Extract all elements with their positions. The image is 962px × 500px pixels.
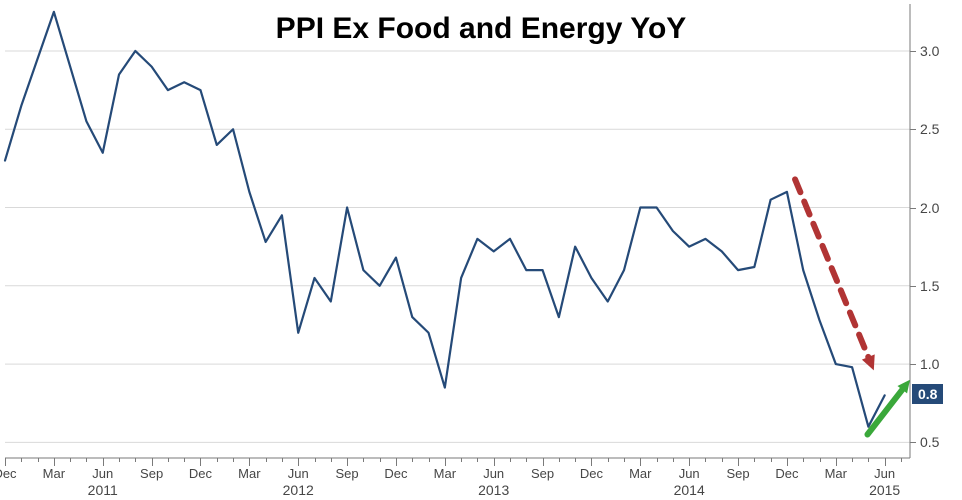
x-tick-major — [445, 458, 446, 466]
x-tick-major — [640, 458, 641, 466]
y-tick-label: 1.0 — [920, 356, 939, 372]
x-tick-minor — [38, 458, 39, 462]
x-tick-major — [543, 458, 544, 466]
x-tick-label: Jun — [288, 466, 309, 481]
y-tick-label: 2.0 — [920, 200, 939, 216]
x-tick-minor — [86, 458, 87, 462]
x-tick-label: Jun — [92, 466, 113, 481]
x-tick-label: Jun — [874, 466, 895, 481]
y-tick — [910, 129, 916, 130]
y-tick — [910, 442, 916, 443]
x-tick-major — [591, 458, 592, 466]
x-tick-label: Mar — [434, 466, 456, 481]
x-tick-minor — [331, 458, 332, 462]
x-tick-major — [249, 458, 250, 466]
x-tick-label: Dec — [384, 466, 407, 481]
x-tick-minor — [771, 458, 772, 462]
y-tick-label: 0.5 — [920, 434, 939, 450]
x-tick-label: Sep — [726, 466, 749, 481]
x-tick-minor — [266, 458, 267, 462]
y-tick — [910, 208, 916, 209]
x-tick-minor — [526, 458, 527, 462]
y-tick — [910, 286, 916, 287]
x-tick-label: Jun — [679, 466, 700, 481]
x-tick-label: Dec — [189, 466, 212, 481]
x-tick-major — [738, 458, 739, 466]
x-year-label: 2015 — [869, 482, 900, 498]
x-tick-minor — [380, 458, 381, 462]
y-tick-label: 2.5 — [920, 121, 939, 137]
x-tick-major — [152, 458, 153, 466]
annotation-svg — [5, 4, 910, 458]
x-tick-label: Jun — [483, 466, 504, 481]
x-tick-label: Mar — [629, 466, 651, 481]
x-tick-major — [54, 458, 55, 466]
x-tick-label: Sep — [531, 466, 554, 481]
x-tick-major — [396, 458, 397, 466]
x-tick-minor — [282, 458, 283, 462]
x-tick-minor — [461, 458, 462, 462]
x-tick-major — [200, 458, 201, 466]
chart-container: PPI Ex Food and Energy YoY 0DecMarJunSep… — [0, 0, 962, 500]
x-tick-major — [347, 458, 348, 466]
y-tick — [910, 364, 916, 365]
x-tick-minor — [217, 458, 218, 462]
x-tick-minor — [901, 458, 902, 462]
x-tick-major — [298, 458, 299, 466]
callout-value: 0.8 — [918, 386, 937, 402]
x-tick-minor — [363, 458, 364, 462]
x-tick-major — [103, 458, 104, 466]
y-tick — [910, 51, 916, 52]
x-tick-minor — [135, 458, 136, 462]
x-tick-minor — [119, 458, 120, 462]
x-tick-minor — [429, 458, 430, 462]
x-tick-minor — [722, 458, 723, 462]
x-tick-major — [836, 458, 837, 466]
x-tick-label: Mar — [825, 466, 847, 481]
x-tick-minor — [184, 458, 185, 462]
x-tick-major — [494, 458, 495, 466]
x-year-label: 2012 — [283, 482, 314, 498]
x-tick-minor — [624, 458, 625, 462]
x-tick-minor — [705, 458, 706, 462]
x-tick-minor — [803, 458, 804, 462]
x-tick-minor — [510, 458, 511, 462]
last-value-callout: 0.8 — [912, 384, 943, 404]
plot-area — [5, 4, 910, 458]
x-tick-minor — [412, 458, 413, 462]
x-tick-label: Mar — [238, 466, 260, 481]
x-tick-label: Sep — [336, 466, 359, 481]
x-tick-major — [885, 458, 886, 466]
x-tick-minor — [477, 458, 478, 462]
x-tick-minor — [70, 458, 71, 462]
x-tick-minor — [233, 458, 234, 462]
x-year-label: 2011 — [88, 482, 118, 498]
x-tick-minor — [673, 458, 674, 462]
x-tick-major — [689, 458, 690, 466]
x-tick-major — [787, 458, 788, 466]
x-tick-label: Dec — [580, 466, 603, 481]
x-tick-label: Sep — [140, 466, 163, 481]
x-tick-label: Mar — [43, 466, 65, 481]
x-tick-minor — [608, 458, 609, 462]
x-tick-minor — [575, 458, 576, 462]
x-tick-minor — [657, 458, 658, 462]
x-year-label: 2014 — [674, 482, 705, 498]
y-tick-label: 1.5 — [920, 278, 939, 294]
x-tick-minor — [168, 458, 169, 462]
x-tick-major — [5, 458, 6, 466]
x-tick-minor — [852, 458, 853, 462]
x-tick-minor — [820, 458, 821, 462]
x-axis: 0DecMarJunSepDecMarJunSepDecMarJunSepDec… — [5, 458, 910, 500]
x-tick-minor — [754, 458, 755, 462]
x-tick-label: Dec — [0, 466, 17, 481]
chart-title: PPI Ex Food and Energy YoY — [276, 12, 687, 46]
x-tick-label: Dec — [775, 466, 798, 481]
x-tick-minor — [559, 458, 560, 462]
x-tick-minor — [21, 458, 22, 462]
x-tick-minor — [868, 458, 869, 462]
y-tick-label: 3.0 — [920, 43, 939, 59]
x-year-label: 2013 — [478, 482, 509, 498]
x-tick-minor — [315, 458, 316, 462]
